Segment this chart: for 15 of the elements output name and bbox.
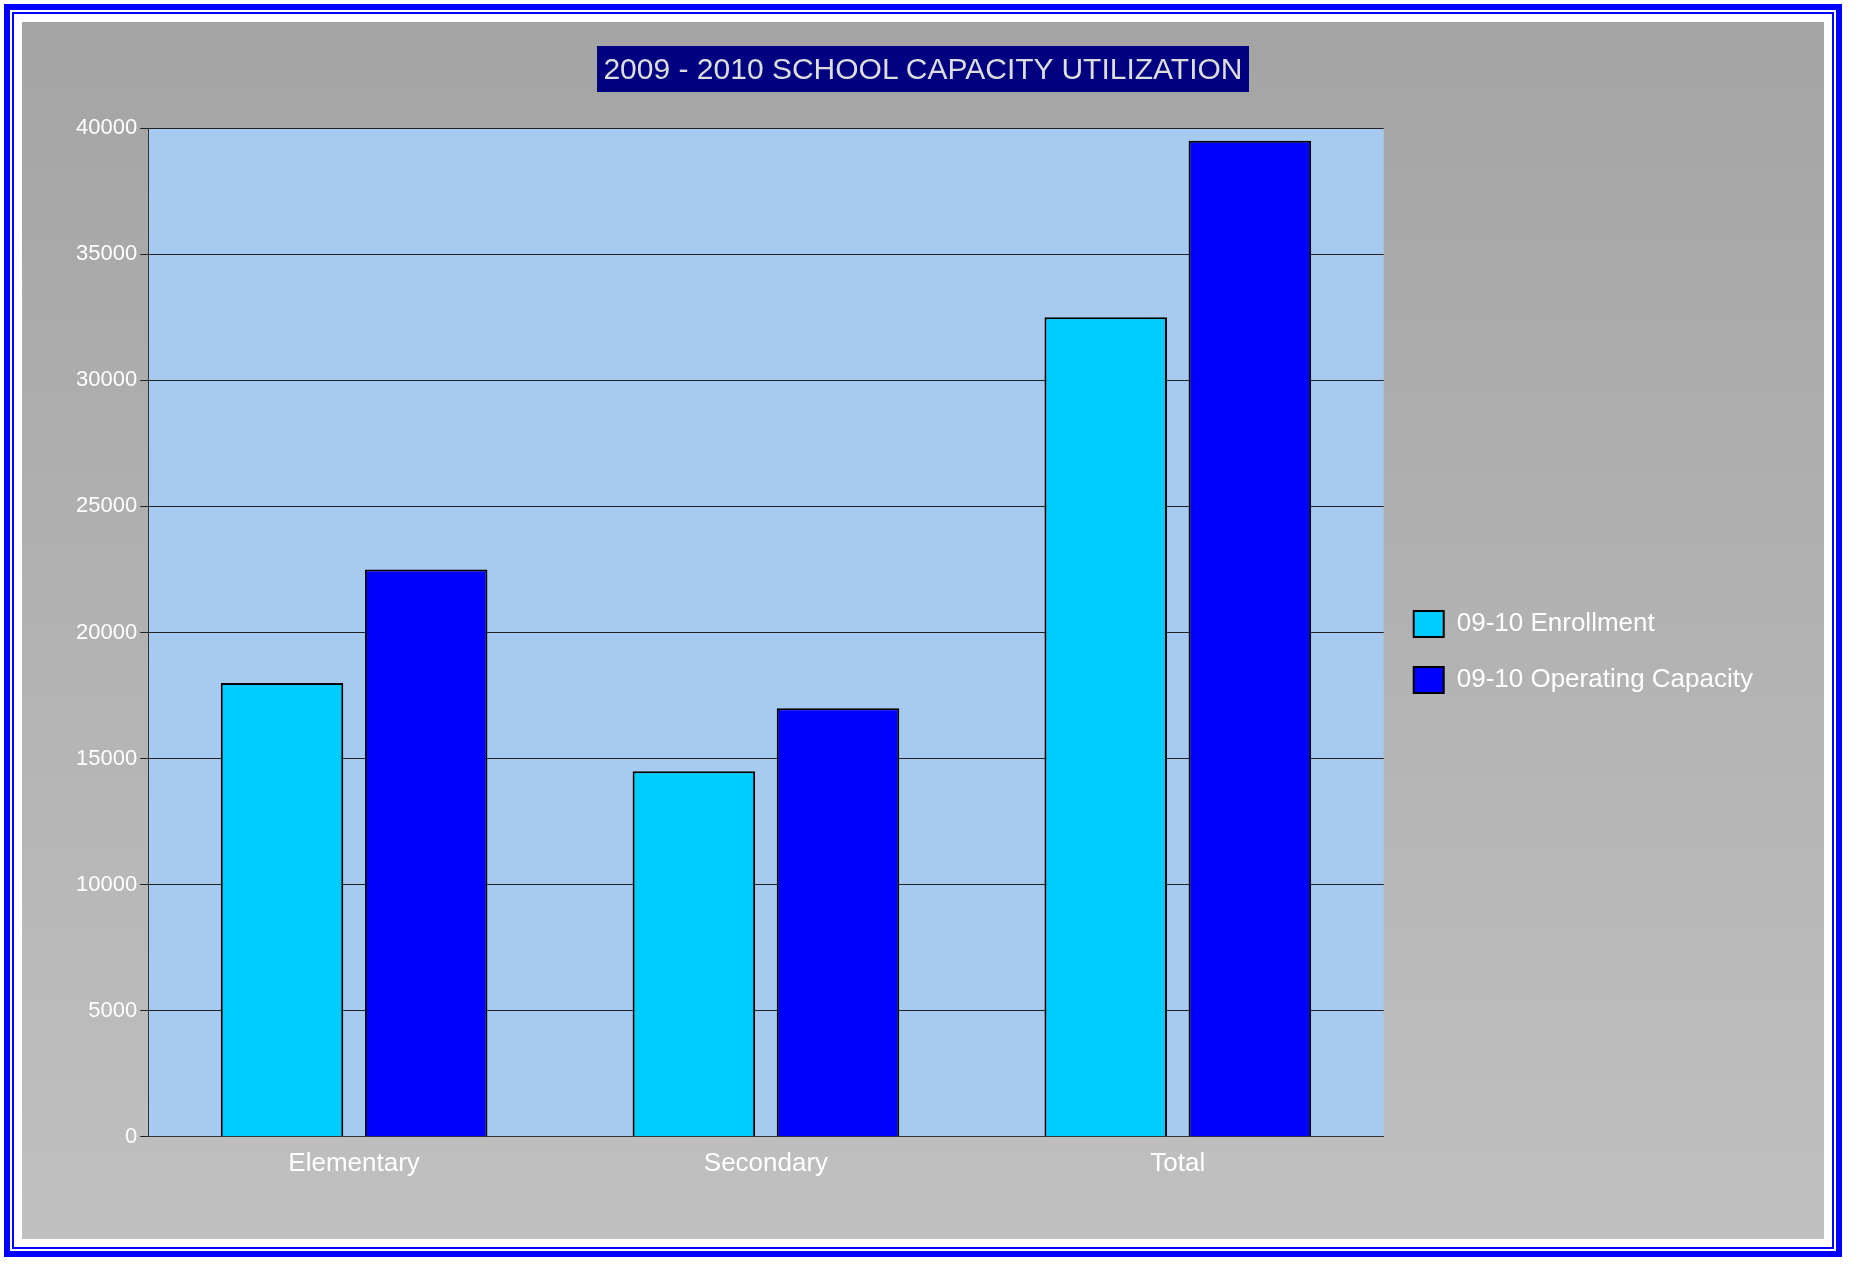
legend-label: 09-10 Operating Capacity (1456, 663, 1754, 694)
x-tick-label: Elementary (288, 1146, 420, 1177)
y-tick-label: 30000 (75, 366, 138, 392)
y-tick-label: 35000 (75, 240, 138, 266)
legend-label: 09-10 Enrollment (1456, 607, 1656, 638)
y-tick-label: 10000 (75, 870, 138, 896)
y-tick-label: 5000 (88, 996, 138, 1022)
y-tick-label: 25000 (75, 492, 138, 518)
y-tick-label: 15000 (75, 744, 138, 770)
x-tick-label: Total (1150, 1146, 1206, 1177)
y-tick-label: 0 (124, 1122, 138, 1148)
y-tick-label: 20000 (75, 618, 138, 644)
y-tick-label: 40000 (75, 114, 138, 140)
x-tick-label: Secondary (703, 1146, 829, 1177)
chart-title: 2009 - 2010 SCHOOL CAPACITY UTILIZATION (597, 46, 1249, 92)
